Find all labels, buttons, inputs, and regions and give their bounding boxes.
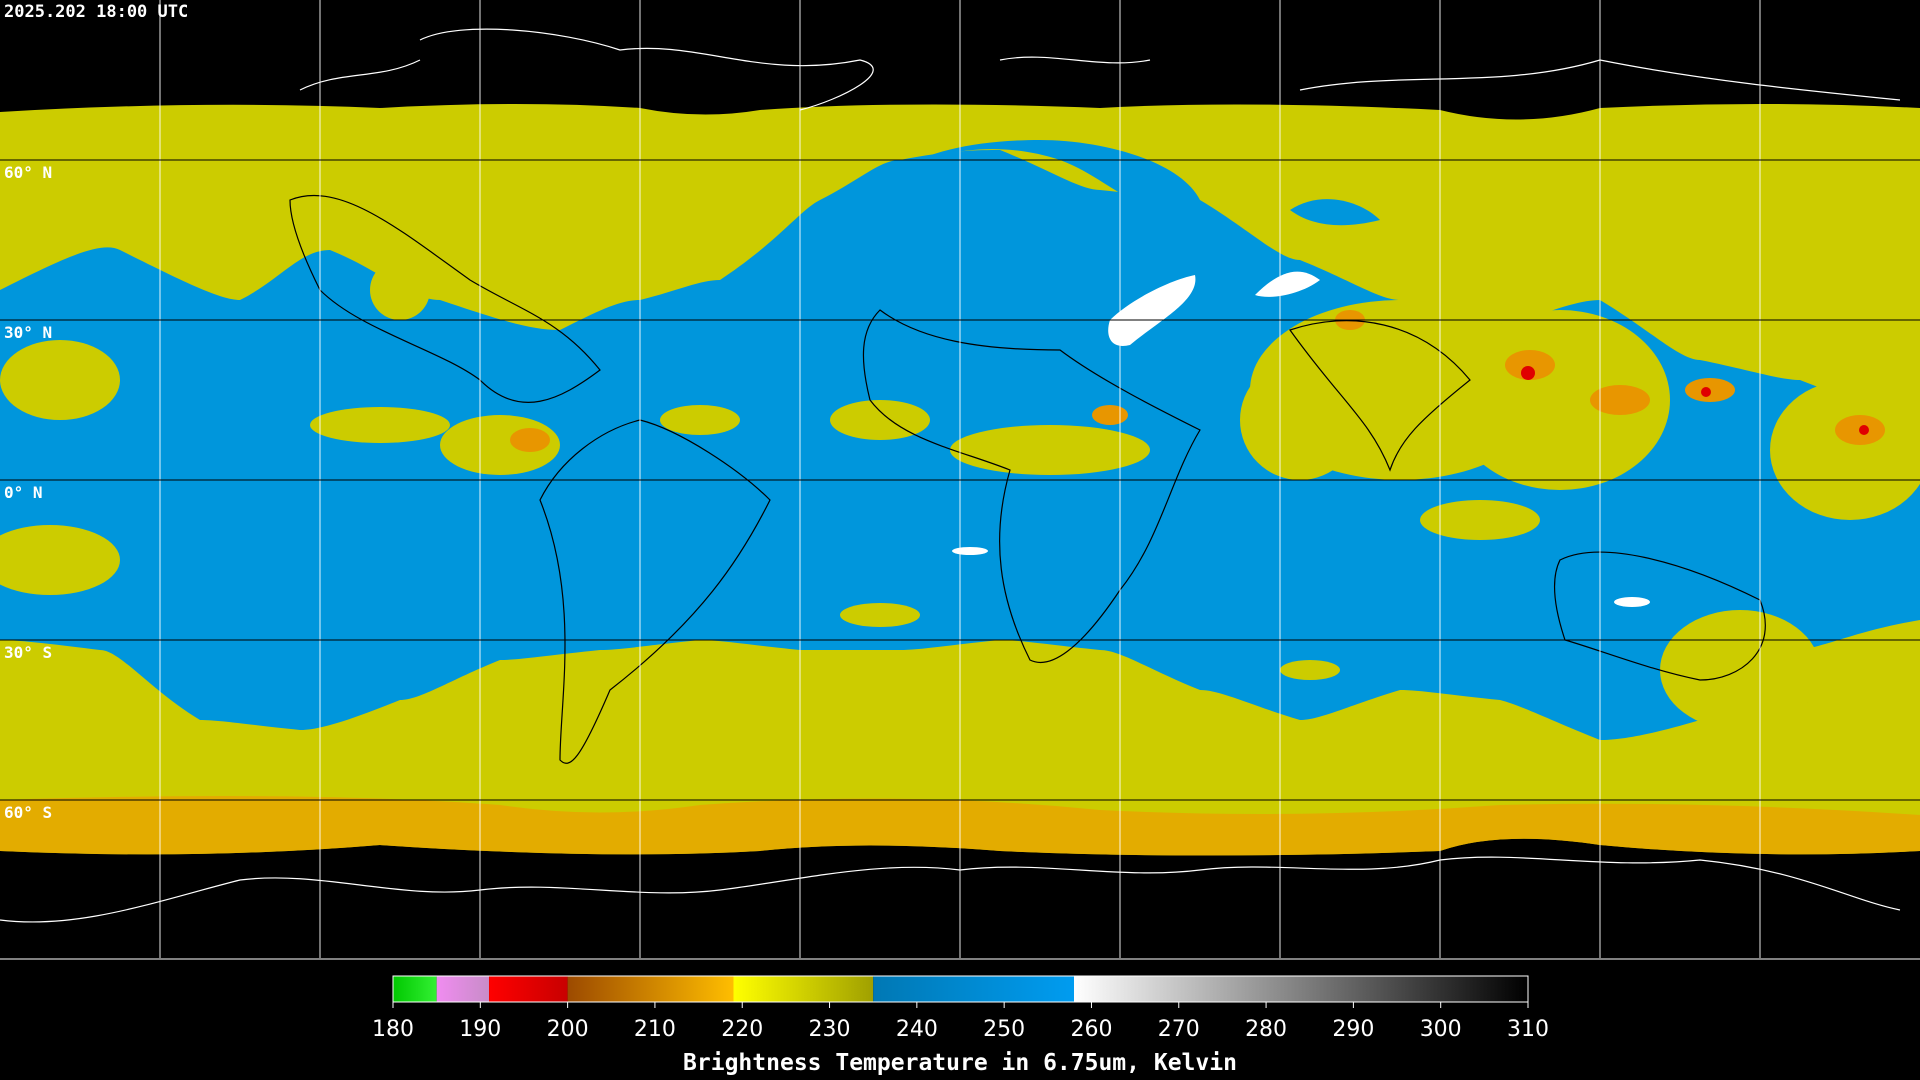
colorbar-tick-label: 220 xyxy=(721,1017,763,1042)
colorbar-frame xyxy=(392,975,1529,1003)
colorbar-title: Brightness Temperature in 6.75um, Kelvin xyxy=(683,1050,1237,1076)
colorbar-segment xyxy=(436,976,490,1002)
colorbar-tick-label: 190 xyxy=(459,1017,501,1042)
colorbar-tick-label: 180 xyxy=(372,1017,414,1042)
latitude-label: 60° S xyxy=(4,803,52,822)
deep-convection xyxy=(510,310,1885,452)
colorbar-tick-label: 290 xyxy=(1332,1017,1374,1042)
colorbar-tick-label: 250 xyxy=(983,1017,1025,1042)
colorbar-segment xyxy=(393,976,437,1002)
colorbar-tick-label: 270 xyxy=(1158,1017,1200,1042)
dry-air xyxy=(1290,199,1380,226)
colorbar-tick-label: 300 xyxy=(1420,1017,1462,1042)
dry-air xyxy=(900,140,1200,210)
latitude-labels: 60° N 30° N 0° N 30° S 60° S xyxy=(0,159,1920,822)
latitude-label: 30° N xyxy=(4,323,52,342)
colorbar-tick-label: 200 xyxy=(547,1017,589,1042)
colorbar-segment xyxy=(567,976,734,1002)
colorbar-segment xyxy=(1074,976,1528,1002)
timestamp: 2025.202 18:00 UTC xyxy=(4,2,188,22)
colorbar-tick-label: 240 xyxy=(896,1017,938,1042)
colorbar-segment xyxy=(733,976,874,1002)
colorbar-tick-label: 210 xyxy=(634,1017,676,1042)
colorbar-tick-label: 280 xyxy=(1245,1017,1287,1042)
warm-spots xyxy=(952,271,1650,607)
cold-tops xyxy=(1521,366,1869,435)
latitude-label: 0° N xyxy=(4,483,43,502)
colorbar-tick-label: 230 xyxy=(809,1017,851,1042)
latitude-label: 60° N xyxy=(4,163,52,182)
colorbar: 180 190 200 210 220 230 240 250 260 270 280 290 300 3… xyxy=(372,975,1549,1042)
colorbar-tick-label: 260 xyxy=(1070,1017,1112,1042)
colorbar-segment xyxy=(873,976,1074,1002)
colorbar-segment xyxy=(489,976,568,1002)
latitude-label: 30° S xyxy=(4,643,52,662)
colorbar-tick-label: 310 xyxy=(1507,1017,1549,1042)
